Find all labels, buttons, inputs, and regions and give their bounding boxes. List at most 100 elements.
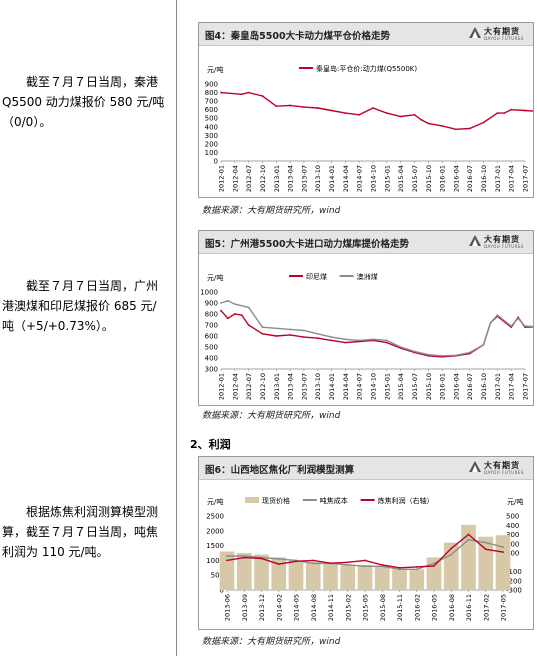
- series-point: [372, 338, 374, 341]
- series-line: [220, 310, 537, 358]
- legend-label: 印尼煤: [306, 272, 327, 281]
- series-point: [247, 91, 250, 94]
- x-tick-label: 2012-04: [231, 165, 239, 192]
- series-point: [227, 317, 229, 320]
- chart-bar: [305, 561, 321, 590]
- y-tick-label: 0: [220, 587, 224, 595]
- x-tick-label: 2015-01: [383, 165, 391, 192]
- x-tick-label: 2017-07: [522, 373, 530, 400]
- x-tick-label: 2014-08: [310, 594, 318, 621]
- chart-5-header: 图5：广州港5500大卡进口动力煤库提价格走势 大有期货 DAYOU FUTUR…: [199, 231, 533, 254]
- y2-axis-unit: 元/吨: [507, 497, 523, 506]
- dayou-logo-icon: [469, 461, 481, 472]
- series-point: [427, 353, 430, 356]
- x-tick-label: 2015-04: [397, 165, 405, 192]
- y-tick-label: 800: [205, 311, 218, 319]
- series-point: [413, 113, 416, 116]
- x-tick-label: 2013-10: [314, 165, 322, 192]
- chart-bar: [392, 569, 407, 590]
- x-tick-label: 2014-04: [342, 373, 350, 400]
- x-tick-label: 2016-05: [431, 594, 439, 621]
- series-point: [233, 313, 236, 315]
- x-tick-label: 2016-10: [480, 373, 488, 400]
- y-tick-label: 500: [211, 572, 224, 580]
- chart-bar: [254, 554, 269, 590]
- x-tick-label: 2017-07: [522, 165, 530, 192]
- series-point: [399, 346, 402, 348]
- series-point: [277, 563, 280, 565]
- y2-tick-label: -100: [506, 568, 522, 576]
- chart-5-source: 数据来源：大有期货研究所，wind: [202, 411, 341, 421]
- series-point: [468, 127, 471, 130]
- y-tick-label: 500: [205, 344, 218, 352]
- y-tick-label: 100: [205, 149, 218, 157]
- x-tick-label: 2016-01: [439, 373, 447, 400]
- legend-label: 澳洲煤: [357, 272, 378, 281]
- dayou-logo: 大有期货 DAYOU FUTURES: [469, 460, 527, 476]
- series-point: [358, 113, 361, 116]
- series-point: [398, 568, 401, 571]
- chart-bar: [443, 542, 459, 590]
- series-point: [385, 112, 388, 114]
- x-tick-label: 2016-10: [480, 165, 488, 192]
- series-point: [346, 561, 349, 564]
- series-point: [420, 119, 423, 121]
- x-tick-label: 2012-10: [259, 165, 267, 192]
- series-point: [510, 108, 513, 111]
- legend-label: 秦皇岛:平仓价:动力煤(Q5500K): [316, 64, 417, 73]
- paragraph-coking-profit: 根据炼焦利润测算模型测 算，截至７月７日当周，吨焦 利润为 110 元/吨。: [2, 502, 166, 562]
- x-tick-label: 2013-09: [241, 594, 249, 621]
- chart-bar: [288, 560, 304, 590]
- x-tick-label: 2012-07: [245, 373, 253, 400]
- chart-bar: [340, 564, 356, 590]
- series-point: [261, 326, 264, 329]
- series-point: [503, 112, 506, 114]
- x-tick-label: 2014-11: [327, 594, 335, 621]
- series-point: [441, 125, 443, 127]
- chart-6-header: 图6：山西地区焦化厂利润模型测算 大有期货 DAYOU FUTURES: [199, 457, 533, 480]
- series-point: [330, 336, 333, 338]
- x-tick-label: 2013-01: [273, 165, 281, 192]
- chart-4-header: 图4：秦皇岛5500大卡动力煤平仓价格走势 大有期货 DAYOU FUTURES: [199, 23, 533, 46]
- series-point: [415, 568, 418, 571]
- chart-bar: [374, 566, 390, 590]
- y-tick-label: 700: [205, 322, 218, 330]
- series-point: [330, 109, 333, 112]
- series-point: [275, 327, 278, 330]
- chart-6-title: 图6：山西地区焦化厂利润模型测算: [205, 465, 355, 476]
- paragraph-line: 算，截至７月７日当周，吨焦: [2, 525, 159, 539]
- dayou-logo-icon: [469, 235, 481, 246]
- series-point: [303, 336, 305, 338]
- dayou-logo-icon: [469, 27, 481, 38]
- series-point: [364, 565, 366, 568]
- x-tick-label: 2017-02: [482, 594, 490, 621]
- y-tick-label: 1000: [200, 289, 218, 297]
- paragraph-line: Q5500 动力煤报价 580 元/吨: [2, 95, 165, 109]
- series-point: [415, 565, 418, 568]
- x-tick-label: 2015-10: [425, 165, 433, 192]
- series-point: [381, 564, 384, 566]
- y-tick-label: 800: [205, 89, 218, 97]
- paragraph-qinhuangdao: 截至７月７日当周，秦港 Q5500 动力煤报价 580 元/吨 （0/0）。: [2, 72, 166, 132]
- paragraph-line: 截至７月７日当周，秦港: [26, 75, 159, 89]
- series-point: [247, 306, 250, 309]
- dayou-logo: 大有期货 DAYOU FUTURES: [469, 234, 527, 250]
- x-tick-label: 2015-07: [411, 165, 419, 192]
- y2-tick-label: 300: [506, 531, 519, 539]
- series-point: [247, 324, 250, 326]
- x-tick-label: 2017-01: [494, 373, 502, 400]
- series-point: [441, 354, 443, 357]
- paragraph-guangzhou: 截至７月７日当周，广州 港澳煤和印尼煤报价 685 元/ 吨（+5/+0.73%…: [2, 276, 166, 336]
- section-heading-profit: 2、利润: [190, 438, 231, 451]
- chart-bar: [219, 551, 235, 590]
- series-point: [358, 339, 361, 342]
- chart-bar: [461, 524, 476, 590]
- x-tick-label: 2015-05: [362, 594, 370, 621]
- series-point: [344, 112, 347, 114]
- series-point: [277, 558, 280, 560]
- series-point: [455, 354, 457, 357]
- y-tick-label: 1500: [206, 542, 224, 550]
- y2-tick-label: 500: [506, 513, 519, 521]
- series-line: [220, 91, 537, 131]
- chart-5-title: 图5：广州港5500大卡进口动力煤库提价格走势: [205, 239, 410, 250]
